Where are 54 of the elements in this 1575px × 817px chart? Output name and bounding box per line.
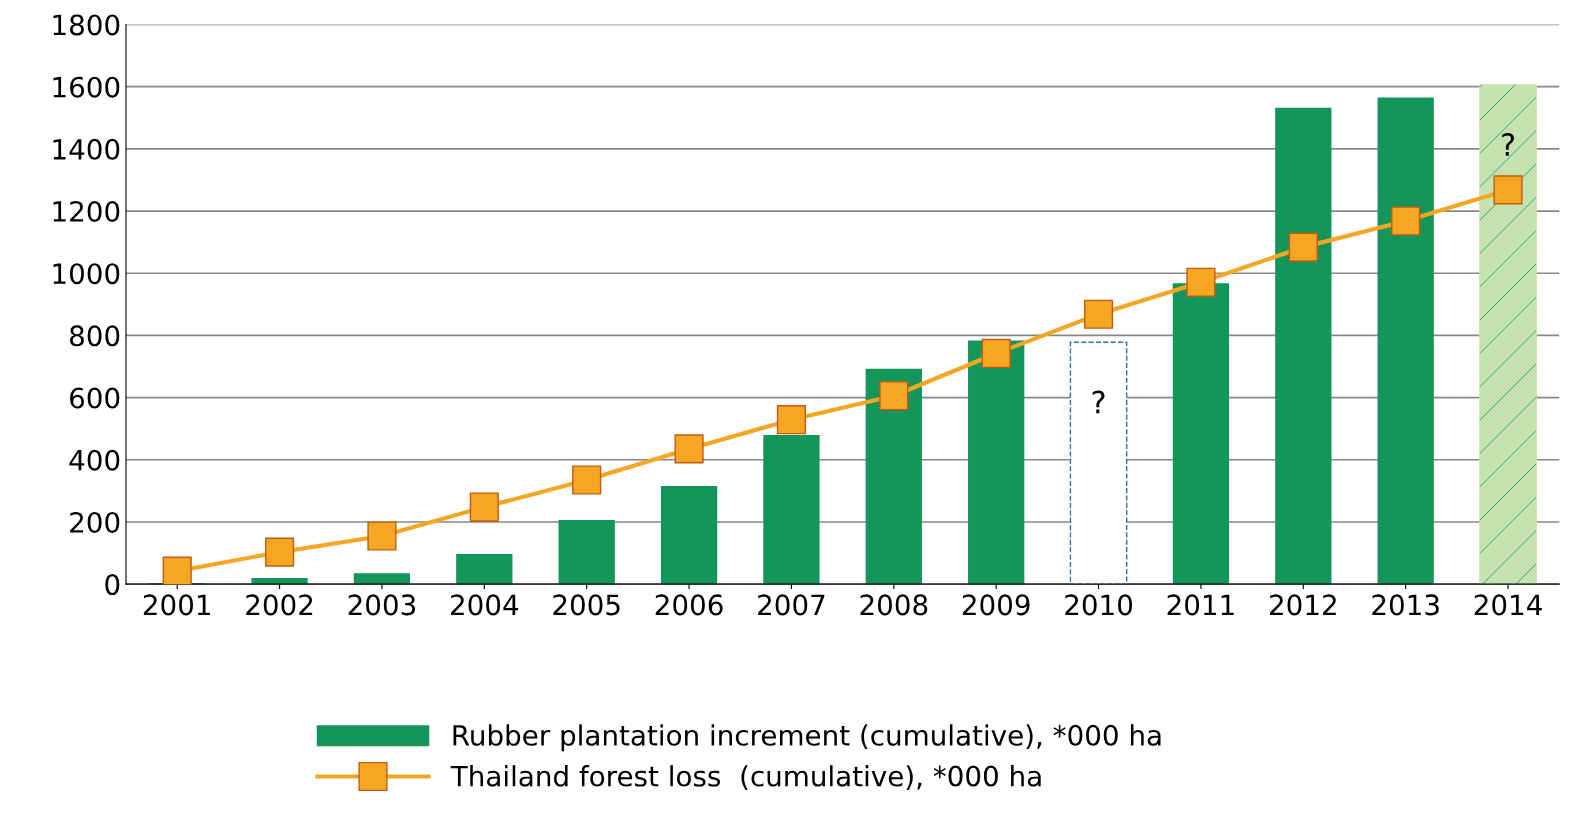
bar <box>251 577 308 585</box>
bar <box>865 368 922 585</box>
bar <box>456 554 513 585</box>
bar <box>1275 107 1332 585</box>
bar <box>660 485 718 585</box>
point <box>981 338 1011 369</box>
x-tick-label: 2013 <box>1372 594 1439 616</box>
y-tick-label: 800 <box>70 325 120 347</box>
y-tick-label: 0 <box>105 574 120 596</box>
y-tick-label: 1200 <box>53 201 120 223</box>
bar <box>763 434 820 585</box>
annotation: ? <box>1502 133 1515 156</box>
bar <box>1377 97 1434 585</box>
bar <box>558 520 615 585</box>
x-tick-label: 2009 <box>962 594 1030 616</box>
bar <box>1172 283 1230 585</box>
point <box>572 465 602 495</box>
point <box>1391 206 1421 236</box>
x-tick-label: 2010 <box>1065 594 1133 616</box>
bar <box>968 340 1025 585</box>
x-tick-label: 2007 <box>758 594 825 616</box>
annotation: ? <box>1092 390 1105 414</box>
point <box>1493 175 1523 205</box>
legend-label: Thailand forest loss (cumulative), *000 ha <box>450 765 1041 790</box>
point <box>264 537 295 567</box>
y-tick-label: 1000 <box>53 263 120 285</box>
point <box>162 556 192 585</box>
point <box>674 434 704 464</box>
point <box>367 521 397 551</box>
legend-label: Rubber plantation increment (cumulative), *000 ha <box>453 724 1161 752</box>
x-tick-label: 2012 <box>1270 594 1336 616</box>
y-tick-label: 200 <box>70 511 120 533</box>
point <box>469 492 499 522</box>
x-tick-label: 2001 <box>143 594 210 616</box>
x-tick-label: 2008 <box>860 594 928 616</box>
x-tick-label: 2004 <box>451 594 519 616</box>
point <box>1186 267 1216 297</box>
x-tick-label: 2002 <box>246 594 313 616</box>
bar <box>1069 341 1128 585</box>
x-tick-label: 2006 <box>655 594 723 616</box>
x-tick-label: 2014 <box>1474 594 1542 616</box>
x-tick-label: 2005 <box>553 594 620 616</box>
point <box>1083 299 1114 329</box>
y-tick-label: 1800 <box>53 14 120 36</box>
point <box>879 381 909 411</box>
x-tick-label: 2011 <box>1167 594 1234 616</box>
y-tick-label: 400 <box>69 449 120 471</box>
y-tick-label: 1400 <box>53 138 120 160</box>
point <box>1288 232 1318 262</box>
y-tick-label: 600 <box>70 387 120 409</box>
y-tick-label: 1600 <box>53 76 120 98</box>
bar <box>353 573 411 585</box>
point <box>776 405 807 435</box>
x-tick-label: 2003 <box>348 594 416 616</box>
